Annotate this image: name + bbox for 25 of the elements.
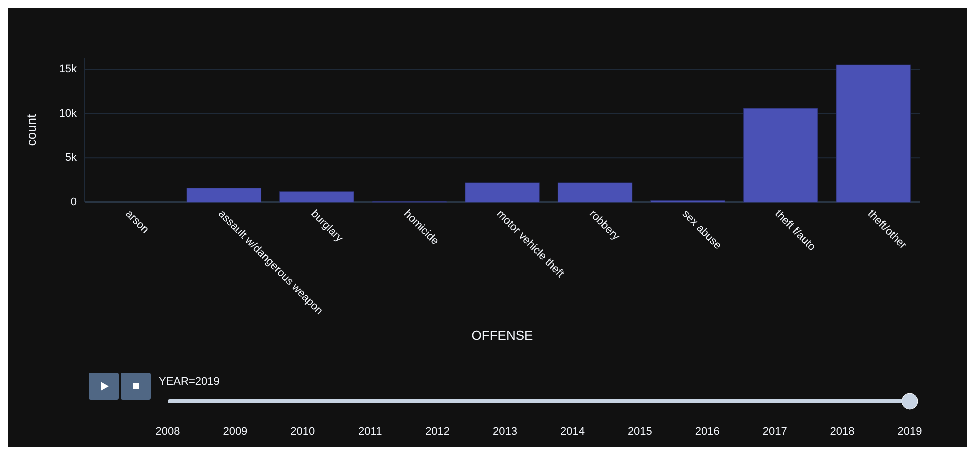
y-tick-label: 10k — [59, 108, 78, 120]
text: 2011 — [358, 426, 382, 438]
text: 2019 — [898, 426, 922, 438]
y-tick-label: 0 — [70, 196, 77, 208]
text: YEAR=2019 — [159, 376, 220, 388]
text: 2015 — [628, 426, 652, 438]
text: 2008 — [156, 426, 180, 438]
bar — [465, 182, 540, 203]
text: 2018 — [830, 426, 855, 438]
y-tick-label: 5k — [65, 152, 78, 164]
bar — [280, 192, 354, 203]
bar — [836, 64, 911, 203]
text: 2009 — [223, 426, 248, 438]
text: 2012 — [426, 426, 450, 438]
text: 2010 — [290, 426, 316, 438]
text: 2013 — [493, 426, 518, 438]
y-axis-title: count — [24, 114, 39, 146]
text: 2017 — [762, 426, 788, 438]
text: 2014 — [560, 426, 585, 438]
y-tick-label: 15k — [59, 63, 78, 76]
bar — [186, 188, 262, 203]
bar — [743, 108, 818, 203]
text: 2016 — [695, 426, 720, 438]
x-axis-title: OFFENSE — [472, 328, 534, 343]
bar — [558, 182, 633, 203]
